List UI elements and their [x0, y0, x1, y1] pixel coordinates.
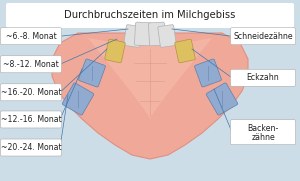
Text: ~16.-20. Monat: ~16.-20. Monat: [1, 88, 61, 97]
FancyBboxPatch shape: [158, 25, 176, 47]
Text: Backen-: Backen-: [248, 124, 279, 133]
FancyBboxPatch shape: [1, 56, 62, 73]
Text: Schneidezähne: Schneidezähne: [233, 32, 293, 41]
Text: ~12.-16. Monat: ~12.-16. Monat: [1, 115, 62, 124]
FancyBboxPatch shape: [6, 3, 294, 28]
FancyBboxPatch shape: [230, 120, 296, 145]
FancyBboxPatch shape: [134, 22, 152, 46]
Text: ~8.-12. Monat: ~8.-12. Monat: [3, 60, 59, 69]
Text: ~6.-8. Monat: ~6.-8. Monat: [6, 32, 56, 41]
FancyBboxPatch shape: [195, 59, 221, 87]
Text: Eckzahn: Eckzahn: [247, 73, 279, 82]
FancyBboxPatch shape: [206, 83, 238, 115]
FancyBboxPatch shape: [124, 25, 142, 47]
Polygon shape: [88, 38, 212, 119]
Polygon shape: [52, 33, 248, 159]
Text: Durchbruchszeiten im Milchgebiss: Durchbruchszeiten im Milchgebiss: [64, 10, 236, 20]
FancyBboxPatch shape: [79, 59, 105, 87]
FancyBboxPatch shape: [62, 83, 94, 115]
FancyBboxPatch shape: [175, 39, 195, 63]
Text: zähne: zähne: [251, 133, 275, 142]
FancyBboxPatch shape: [230, 69, 296, 86]
FancyBboxPatch shape: [1, 139, 62, 156]
FancyBboxPatch shape: [230, 28, 296, 45]
FancyBboxPatch shape: [1, 111, 62, 128]
Text: ~20.-24. Monat: ~20.-24. Monat: [1, 143, 61, 152]
FancyBboxPatch shape: [1, 84, 62, 101]
FancyBboxPatch shape: [1, 28, 62, 45]
FancyBboxPatch shape: [148, 22, 166, 46]
FancyBboxPatch shape: [105, 39, 125, 63]
